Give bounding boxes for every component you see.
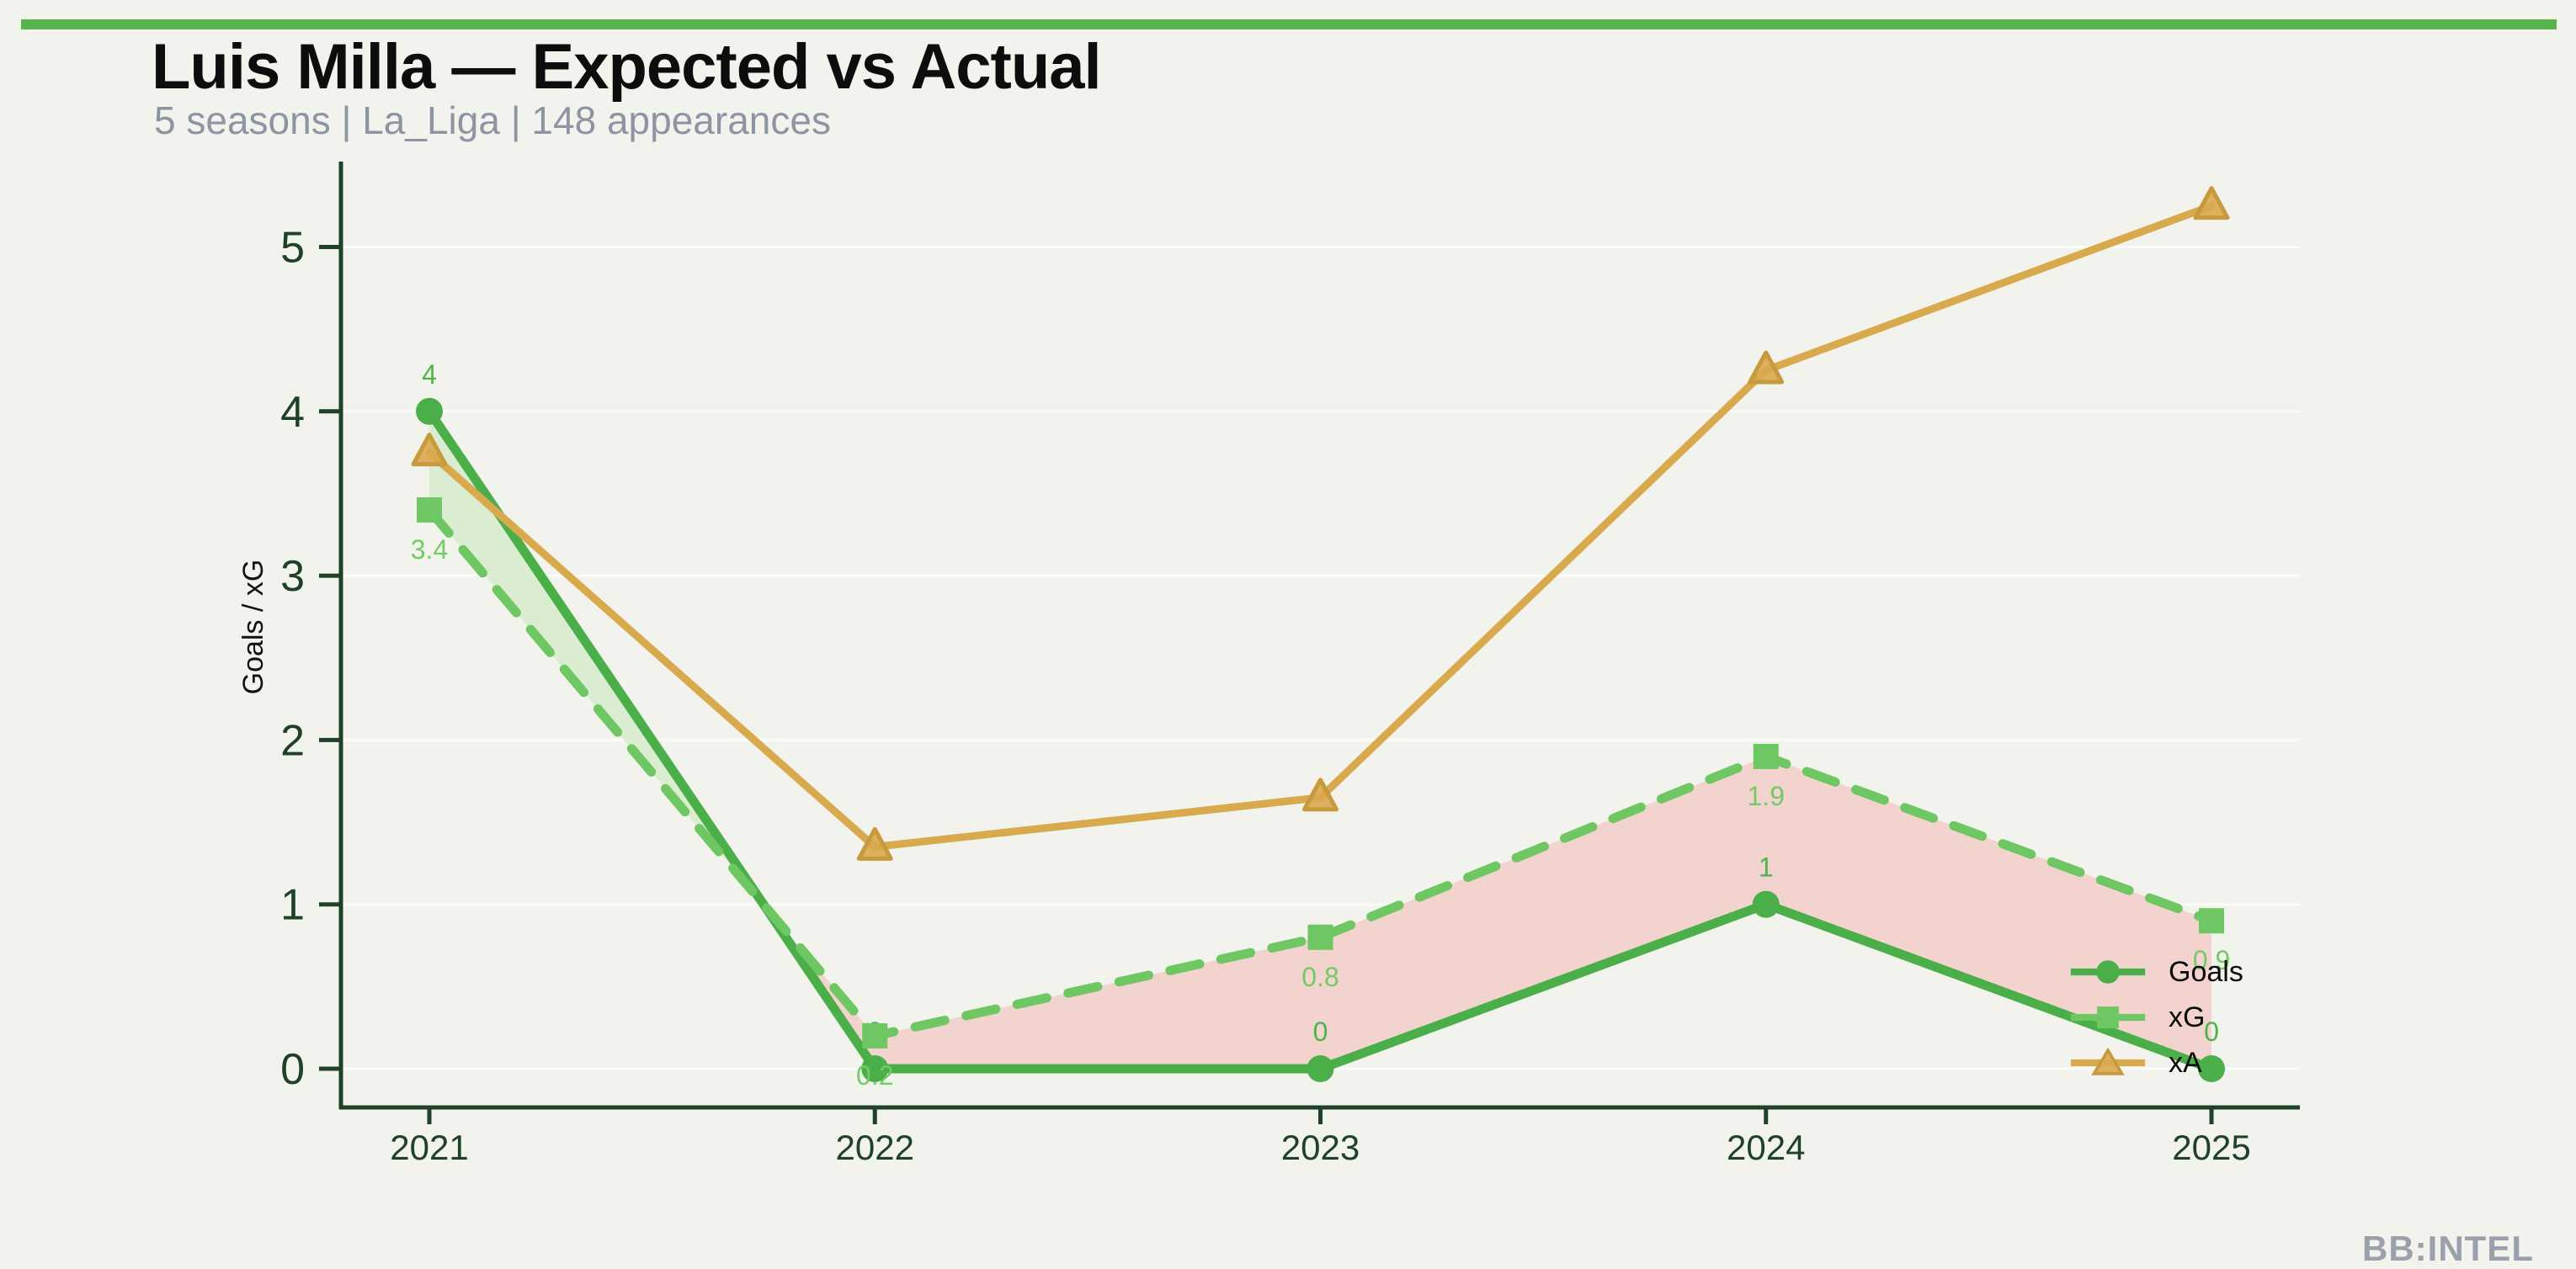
- data-point-goals: [1307, 1055, 1334, 1082]
- point-label-xg: 1.9: [1748, 781, 1785, 811]
- y-tick-label: 4: [280, 388, 305, 437]
- y-tick-label: 0: [280, 1045, 305, 1094]
- x-tick-label: 2022: [836, 1128, 914, 1167]
- point-label-xg: 0.9: [2193, 945, 2230, 975]
- legend-label-xg: xG: [2169, 1001, 2206, 1033]
- accent-bar: [21, 19, 2557, 29]
- y-tick-label: 5: [280, 224, 305, 273]
- data-point-xg: [417, 496, 442, 523]
- legend: Goals xG xA: [2069, 949, 2243, 1086]
- point-label-xg: 0.2: [856, 1060, 893, 1091]
- x-tick-label: 2025: [2172, 1128, 2250, 1167]
- data-point-xg: [862, 1022, 888, 1049]
- series-line-xa: [425, 202, 2216, 851]
- y-tick-label: 1: [280, 881, 305, 930]
- data-point-xg: [2199, 908, 2224, 934]
- legend-item-xa: xA: [2069, 1040, 2243, 1086]
- data-point-xg: [1753, 743, 1779, 769]
- data-point-goals: [416, 397, 443, 425]
- y-axis-title: Goals / xG: [237, 560, 269, 695]
- point-label-goals: 4: [422, 359, 437, 390]
- xg-line-square-swatch-icon: [2070, 1006, 2146, 1028]
- point-label-xg: 0.8: [1301, 962, 1339, 992]
- watermark: BB:INTEL: [2362, 1229, 2534, 1268]
- goals-line-circle-swatch-icon: [2070, 960, 2146, 984]
- point-label-goals: 1: [1759, 852, 1774, 883]
- legend-item-xg: xG: [2069, 995, 2243, 1040]
- y-tick-label: 2: [280, 716, 305, 765]
- page-subtitle: 5 seasons | La_Liga | 148 appearances: [154, 98, 831, 142]
- data-point-goals: [861, 1055, 889, 1082]
- data-point-xa: [856, 826, 893, 861]
- xa-line-triangle-swatch-icon: [2070, 1048, 2146, 1075]
- point-label-xg: 3.4: [411, 534, 448, 565]
- point-label-goals: 0: [2204, 1017, 2219, 1047]
- x-tick-label: 2021: [390, 1128, 468, 1167]
- legend-label-goals: Goals: [2169, 955, 2243, 988]
- x-tick-label: 2023: [1281, 1128, 1360, 1167]
- data-point-goals: [2198, 1055, 2225, 1082]
- data-point-xa: [1302, 778, 1339, 812]
- underperformance-shading: [763, 756, 2211, 1069]
- legend-item-goals: Goals: [2069, 949, 2243, 995]
- data-point-xa: [1748, 350, 1785, 385]
- point-label-goals: 0: [1313, 1017, 1328, 1047]
- data-point-xa: [411, 433, 448, 467]
- data-point-xa: [2193, 186, 2230, 220]
- data-point-xg: [1307, 924, 1333, 950]
- y-tick-label: 3: [280, 552, 305, 601]
- legend-label-xa: xA: [2169, 1046, 2202, 1079]
- x-tick-label: 2024: [1727, 1128, 1805, 1167]
- page-title: Luis Milla — Expected vs Actual: [152, 31, 1102, 103]
- data-point-goals: [1752, 890, 1780, 918]
